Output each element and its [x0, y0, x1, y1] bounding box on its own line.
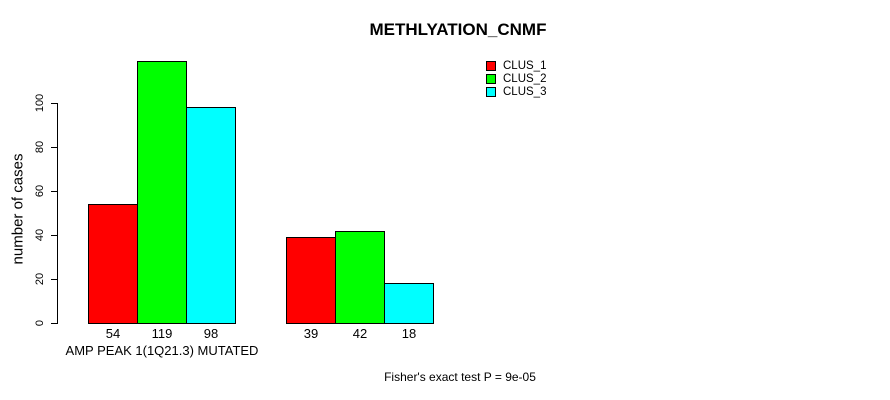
fisher-test-annotation: Fisher's exact test P = 9e-05 [384, 370, 536, 384]
y-axis-label: number of cases [9, 153, 27, 265]
y-axis-tick [51, 279, 58, 280]
y-axis-tick [51, 147, 58, 148]
legend: CLUS_1 CLUS_2 CLUS_3 [486, 60, 546, 99]
bar-g1-clus_3 [186, 107, 236, 324]
y-axis-tick [51, 235, 58, 236]
chart-title: METHLYATION_CNMF [369, 20, 547, 39]
bar-value-label: 39 [303, 326, 319, 341]
legend-label: CLUS_1 [503, 60, 547, 72]
y-axis-tick-label: 80 [34, 140, 46, 154]
x-group-label: AMP PEAK 1(1Q21.3) MUTATED [65, 343, 259, 358]
bar-value-label: 54 [105, 326, 121, 341]
legend-item: CLUS_1 [486, 60, 546, 72]
bar-g2-clus_2 [335, 230, 385, 324]
y-axis-tick-label: 40 [34, 228, 46, 242]
bar-g2-clus_1 [286, 237, 336, 324]
y-axis-tick [51, 103, 58, 104]
bar-g2-clus_3 [384, 283, 434, 324]
bar-g1-clus_1 [88, 204, 138, 324]
y-axis-tick-label: 60 [34, 184, 46, 198]
y-axis-tick-label: 100 [34, 93, 46, 113]
bar-g1-clus_2 [137, 61, 187, 324]
legend-label: CLUS_2 [503, 73, 547, 85]
legend-label: CLUS_3 [503, 86, 547, 98]
y-axis-tick [51, 191, 58, 192]
y-axis-tick-label: 0 [34, 319, 46, 327]
legend-color-swatch [486, 87, 496, 97]
y-axis-line [57, 103, 58, 324]
legend-item: CLUS_2 [486, 73, 546, 85]
legend-color-swatch [486, 61, 496, 71]
bar-value-label: 119 [151, 326, 173, 341]
y-axis-tick [51, 323, 58, 324]
bar-value-label: 42 [352, 326, 368, 341]
legend-color-swatch [486, 74, 496, 84]
bar-value-label: 98 [203, 326, 219, 341]
y-axis-tick-label: 20 [34, 272, 46, 286]
legend-item: CLUS_3 [486, 86, 546, 98]
bar-value-label: 18 [401, 326, 417, 341]
